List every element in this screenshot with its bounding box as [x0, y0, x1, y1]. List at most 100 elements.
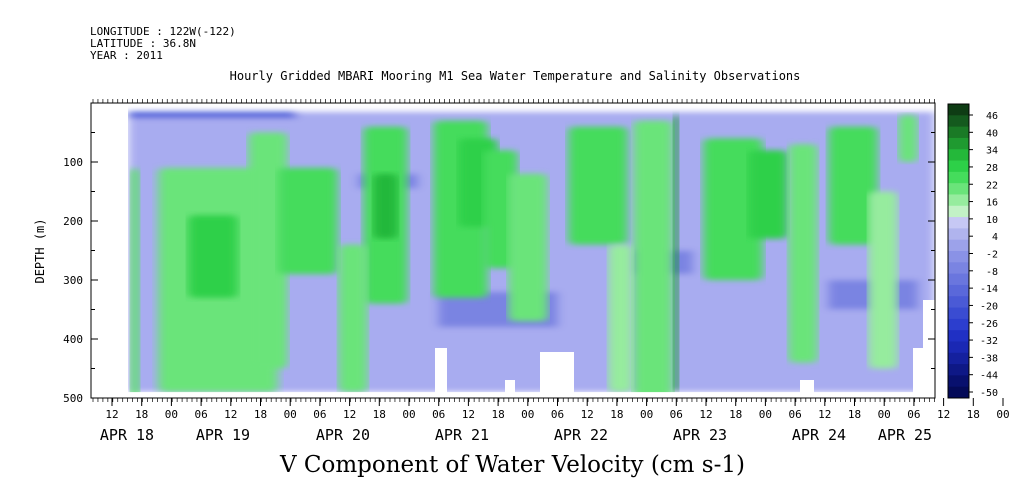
- positive-region: [898, 114, 918, 162]
- colorbar-label: 34: [986, 146, 998, 157]
- positive-region: [608, 244, 633, 393]
- x-date-label: APR 18: [100, 426, 154, 444]
- x-tick-label: 18: [254, 408, 267, 421]
- x-tick-label: 18: [848, 408, 861, 421]
- year-label: YEAR : 2011: [90, 49, 163, 62]
- x-date-label: APR 19: [196, 426, 250, 444]
- x-tick-label: 12: [105, 408, 118, 421]
- x-tick-label: 00: [759, 408, 772, 421]
- x-date-label: APR 21: [435, 426, 489, 444]
- colorbar-swatch: [948, 375, 969, 388]
- colorbar-swatch: [948, 104, 969, 116]
- x-tick-label: 00: [521, 408, 534, 421]
- colorbar-label: 40: [986, 128, 998, 139]
- colorbar-label: -20: [980, 301, 998, 312]
- x-tick-label: 06: [432, 408, 445, 421]
- colorbar-label: -32: [980, 336, 998, 347]
- positive-region: [188, 215, 238, 298]
- positive-region: [633, 120, 673, 398]
- missing-data-patch: [91, 103, 128, 398]
- positive-region: [338, 244, 368, 393]
- chart-title: Hourly Gridded MBARI Mooring M1 Sea Wate…: [229, 69, 801, 83]
- y-tick-label: 500: [63, 392, 83, 405]
- x-tick-label: 06: [551, 408, 564, 421]
- y-axis-label: DEPTH (m): [33, 218, 47, 283]
- x-tick-label: 12: [818, 408, 831, 421]
- colorbar-swatch: [948, 318, 969, 331]
- x-tick-label: 00: [996, 408, 1009, 421]
- colorbar-label: -26: [980, 319, 998, 330]
- x-tick-label: 18: [491, 408, 504, 421]
- y-tick-label: 400: [63, 333, 83, 346]
- colorbar-swatch: [948, 341, 969, 354]
- x-tick-label: 18: [729, 408, 742, 421]
- colorbar-label: -14: [980, 284, 998, 295]
- x-date-label: APR 24: [792, 426, 846, 444]
- x-tick-label: 06: [907, 408, 920, 421]
- x-tick-label: 18: [967, 408, 980, 421]
- negative-region: [128, 111, 296, 118]
- colorbar-label: 46: [986, 111, 998, 122]
- x-tick-label: 00: [402, 408, 415, 421]
- x-tick-label: 12: [699, 408, 712, 421]
- missing-data-patch: [435, 348, 447, 398]
- colorbar-swatch: [948, 352, 969, 365]
- x-tick-label: 12: [343, 408, 356, 421]
- colorbar-label: 10: [986, 215, 998, 226]
- colorbar-swatch: [948, 251, 969, 263]
- x-date-label: APR 22: [554, 426, 608, 444]
- colorbar-swatch: [948, 262, 969, 275]
- x-tick-label: 00: [284, 408, 297, 421]
- positive-region: [673, 114, 679, 393]
- y-tick-label: 300: [63, 274, 83, 287]
- x-tick-label: 12: [581, 408, 594, 421]
- positive-region: [508, 173, 548, 322]
- colorbar-swatch: [948, 160, 969, 173]
- colorbar-swatch: [948, 205, 969, 218]
- colorbar-frame: [947, 103, 970, 399]
- colorbar-swatch: [948, 364, 969, 376]
- colorbar-swatch: [948, 307, 969, 320]
- positive-region: [788, 144, 818, 363]
- positive-region: [748, 150, 788, 239]
- missing-data-patch: [91, 392, 935, 398]
- y-tick-label: 200: [63, 215, 83, 228]
- missing-data-patch: [540, 352, 574, 398]
- y-tick-label: 100: [63, 156, 83, 169]
- colorbar-swatch: [948, 183, 969, 195]
- colorbar-label: 16: [986, 198, 998, 209]
- colorbar-swatch: [948, 217, 969, 229]
- colorbar-swatch: [948, 149, 969, 162]
- colorbar-swatch: [948, 284, 969, 297]
- colorbar-swatch: [948, 386, 969, 399]
- x-tick-label: 18: [610, 408, 623, 421]
- missing-data-patch: [505, 380, 515, 398]
- colorbar-label: -38: [980, 353, 998, 364]
- colorbar-swatch: [948, 296, 969, 309]
- colorbar-swatch: [948, 273, 969, 286]
- colorbar-label: -8: [986, 267, 998, 278]
- longitude-label: LONGITUDE : 122W(-122): [90, 25, 236, 38]
- colorbar-label: 22: [986, 180, 998, 191]
- missing-data-patch: [923, 300, 935, 348]
- x-date-label: APR 20: [316, 426, 370, 444]
- x-tick-label: 06: [194, 408, 207, 421]
- colorbar-swatch: [948, 194, 969, 207]
- colorbar-swatch: [948, 171, 969, 184]
- x-date-label: APR 25: [878, 426, 932, 444]
- colorbar-label: 4: [992, 232, 998, 243]
- x-tick-label: 00: [640, 408, 653, 421]
- colorbar-swatch: [948, 137, 969, 150]
- colorbar-swatch: [948, 115, 969, 128]
- positive-region: [373, 173, 398, 239]
- x-tick-label: 06: [670, 408, 683, 421]
- colorbar-label: -44: [980, 371, 998, 382]
- colorbar-swatch: [948, 239, 969, 252]
- positive-region: [868, 191, 898, 369]
- x-tick-label: 12: [937, 408, 950, 421]
- colorbar-swatch: [948, 330, 969, 342]
- positive-region: [828, 126, 878, 245]
- latitude-label: LATITUDE : 36.8N: [90, 37, 196, 50]
